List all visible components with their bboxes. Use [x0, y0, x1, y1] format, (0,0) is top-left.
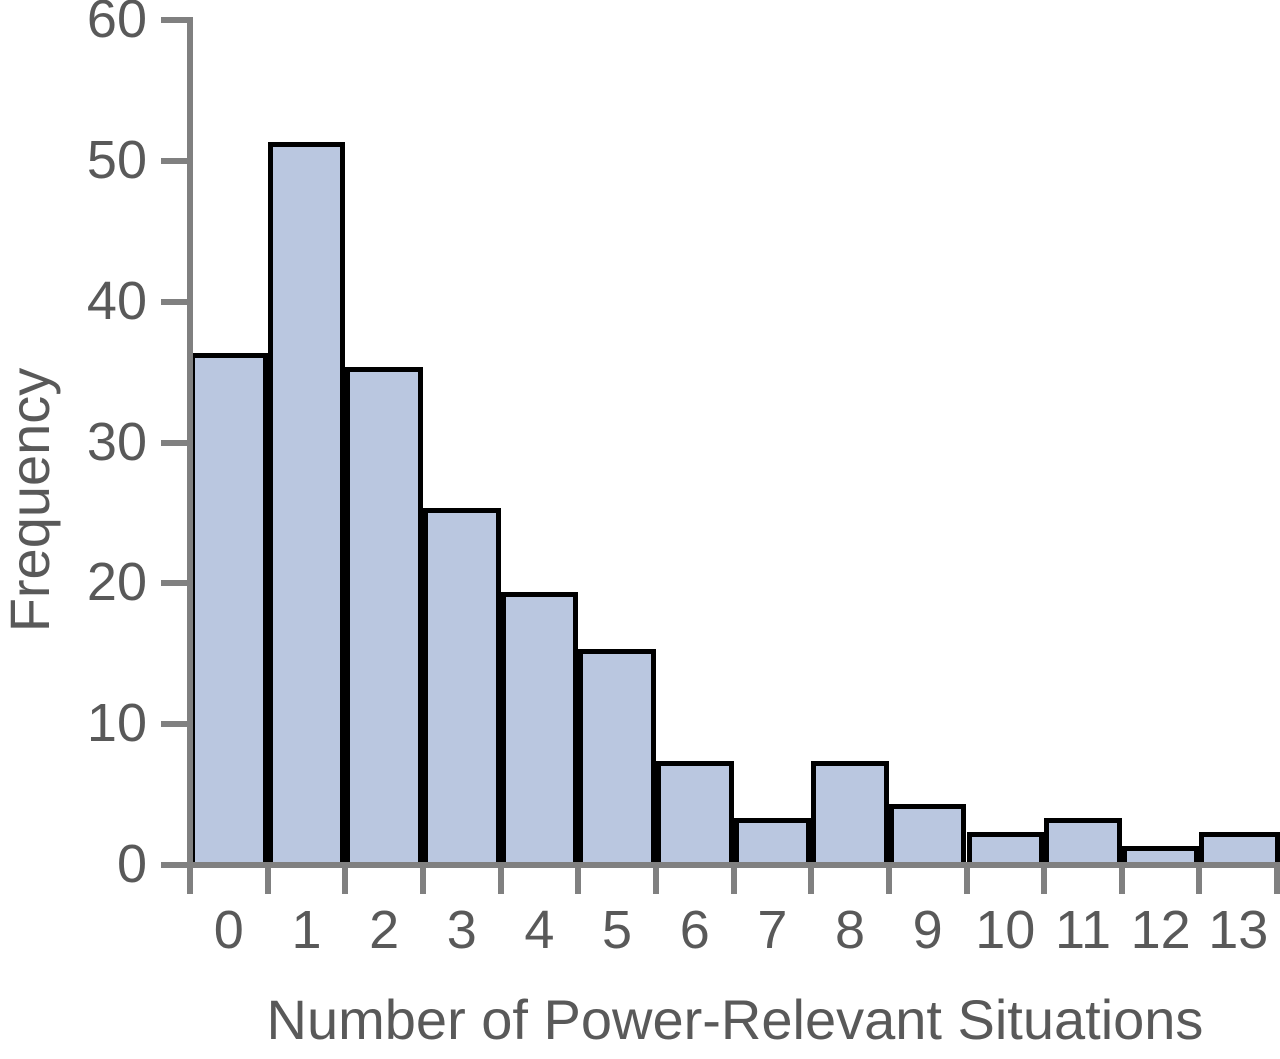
bar-6	[655, 761, 734, 867]
x-tick	[187, 868, 193, 894]
x-tick	[1041, 868, 1048, 894]
y-tick-label: 0	[116, 834, 147, 894]
y-tick-label: 20	[86, 552, 147, 613]
x-tick	[652, 868, 659, 894]
bar-1	[267, 141, 346, 867]
bar-2	[345, 367, 423, 867]
bar-4	[500, 592, 579, 867]
x-tick-label: 10	[975, 900, 1036, 960]
x-axis-line	[187, 862, 1280, 868]
x-axis-title: Number of Power-Relevant Situations	[266, 988, 1204, 1051]
x-tick-label: 6	[679, 900, 710, 960]
y-tick-label: 10	[86, 693, 147, 754]
x-tick	[1118, 868, 1125, 894]
x-tick-label: 11	[1054, 900, 1111, 960]
x-tick	[264, 868, 271, 894]
x-tick-label: 4	[524, 900, 555, 960]
x-tick-label: 8	[834, 900, 866, 960]
x-tick-label: 5	[602, 900, 633, 960]
x-tick	[575, 868, 582, 894]
x-tick	[497, 868, 504, 894]
bar-8	[811, 761, 889, 867]
x-tick	[1196, 868, 1203, 894]
x-tick-label: 12	[1130, 900, 1191, 960]
bar-0	[190, 353, 268, 867]
x-tick-label: 2	[369, 900, 400, 960]
x-tick-label: 0	[213, 900, 244, 960]
y-tick	[161, 17, 187, 24]
y-tick-label: 50	[86, 130, 147, 190]
x-tick	[730, 868, 737, 894]
bar-9	[888, 803, 967, 867]
x-tick-label: 13	[1208, 900, 1269, 960]
y-tick	[161, 580, 187, 587]
x-tick	[1274, 868, 1280, 894]
y-tick-label: 60	[86, 0, 147, 50]
y-tick-label: 30	[86, 411, 147, 472]
x-tick	[963, 868, 970, 894]
y-tick	[161, 298, 187, 305]
y-tick	[161, 721, 187, 728]
x-tick-label: 1	[291, 900, 322, 960]
y-tick	[161, 158, 187, 164]
y-tick	[161, 862, 187, 868]
x-tick-label: 9	[912, 900, 943, 960]
bar-3	[422, 508, 501, 867]
x-tick-label: 3	[446, 900, 477, 960]
x-tick-label: 7	[757, 900, 788, 960]
bar-7	[733, 817, 812, 867]
x-tick	[342, 868, 349, 894]
y-tick	[161, 439, 187, 446]
x-tick	[808, 868, 815, 894]
y-tick-label: 40	[86, 270, 147, 331]
bar-10	[966, 831, 1045, 867]
x-tick	[419, 868, 426, 894]
bar-11	[1044, 817, 1122, 867]
y-axis-line	[187, 17, 193, 871]
bar-5	[578, 648, 656, 867]
x-tick	[885, 868, 892, 894]
